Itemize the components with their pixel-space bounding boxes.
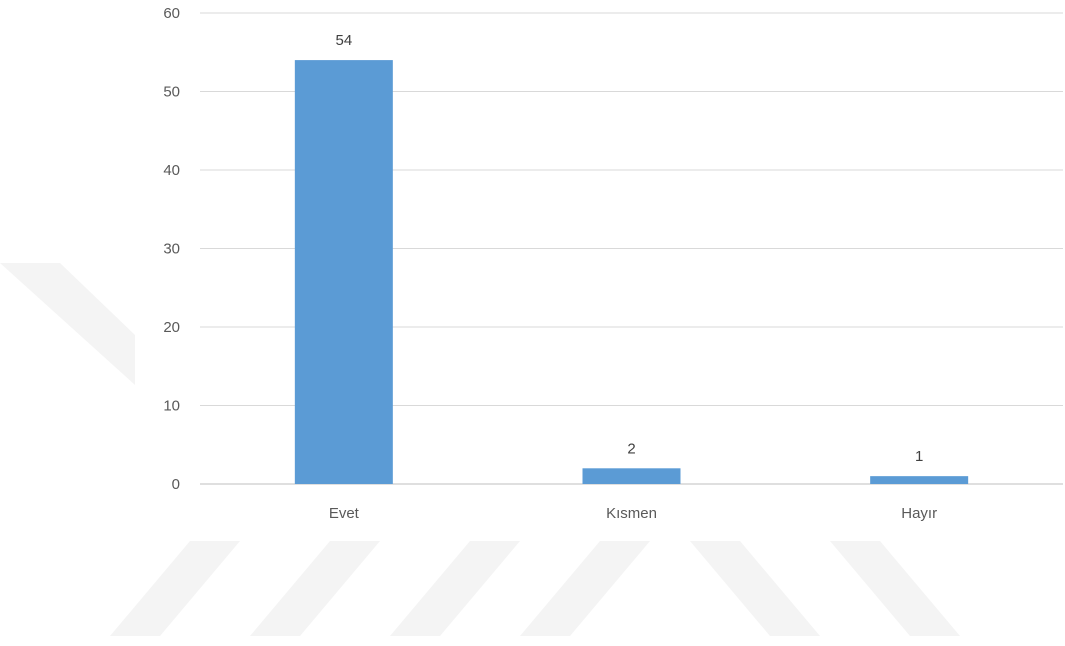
watermark-stripe [110, 541, 240, 636]
data-label: 2 [627, 440, 635, 457]
watermark-stripe [520, 541, 650, 636]
y-tick-label: 50 [163, 84, 180, 101]
watermark-stripe [830, 541, 960, 636]
data-label: 54 [335, 32, 352, 49]
x-axis: Evet Kısmen Hayır [329, 505, 937, 522]
y-tick-label: 30 [163, 241, 180, 258]
x-tick-label: Hayır [901, 505, 937, 522]
x-tick-label: Kısmen [606, 505, 657, 522]
watermark-stripe [690, 541, 820, 636]
y-tick-label: 40 [163, 162, 180, 179]
y-axis: 0 10 20 30 40 50 60 [163, 5, 180, 493]
bar [294, 60, 393, 484]
watermark-stripe [390, 541, 520, 636]
y-tick-label: 0 [172, 476, 180, 493]
watermark-stripe [0, 263, 135, 385]
y-tick-label: 60 [163, 5, 180, 22]
y-tick-label: 10 [163, 398, 180, 415]
watermark-stripe [250, 541, 380, 636]
bar [582, 468, 681, 484]
x-tick-label: Evet [329, 505, 360, 522]
data-label: 1 [915, 448, 923, 465]
bars [294, 60, 969, 484]
data-labels: 54 2 1 [335, 32, 923, 465]
y-tick-label: 20 [163, 319, 180, 336]
bar [870, 476, 969, 484]
watermark [0, 263, 960, 636]
